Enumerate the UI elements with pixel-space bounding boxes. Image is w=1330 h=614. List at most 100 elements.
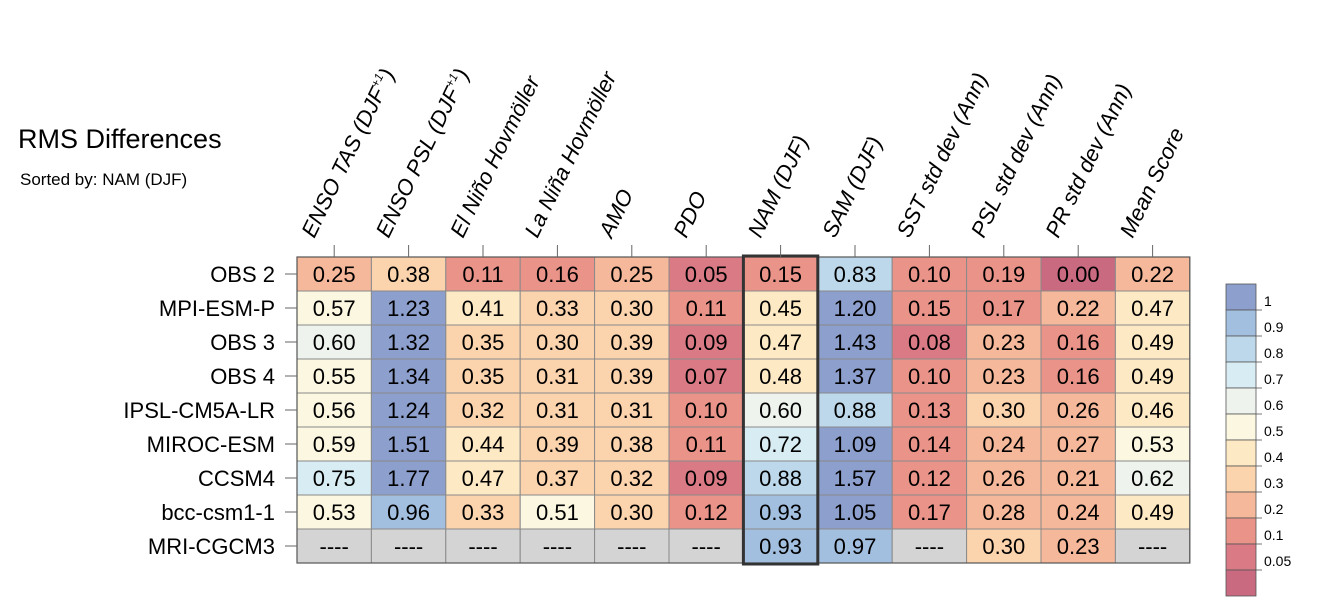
heatmap-cell bbox=[519, 528, 596, 564]
column-label: PDO bbox=[668, 187, 711, 241]
cell-value-label: 1.77 bbox=[387, 466, 430, 491]
heatmap-cell bbox=[519, 324, 596, 360]
heatmap-cell bbox=[817, 426, 893, 462]
cell-value-label: 0.23 bbox=[1057, 534, 1100, 559]
cell-value-label: 0.24 bbox=[1057, 500, 1100, 525]
heatmap-cell bbox=[594, 290, 670, 326]
heatmap-cell bbox=[891, 392, 968, 428]
heatmap-cell bbox=[668, 290, 744, 326]
cell-value-label: 0.30 bbox=[610, 500, 653, 525]
heatmap-cell bbox=[519, 426, 596, 462]
cell-value-label: 0.44 bbox=[462, 432, 505, 457]
cell-value-label: 0.60 bbox=[313, 330, 356, 355]
cell-value-label: 0.32 bbox=[610, 466, 653, 491]
cell-value-label: 0.11 bbox=[686, 432, 727, 457]
cell-value-label: 0.27 bbox=[1057, 432, 1100, 457]
colorbar-swatch bbox=[1225, 413, 1257, 441]
cell-value-label: 0.11 bbox=[462, 262, 503, 287]
heatmap-cell bbox=[445, 392, 521, 428]
colorbar-swatch bbox=[1225, 439, 1257, 467]
cell-value-label: 0.16 bbox=[536, 262, 579, 287]
heatmap-cell bbox=[1040, 392, 1116, 428]
heatmap-cell bbox=[742, 290, 819, 326]
cell-value-label: 0.31 bbox=[536, 398, 579, 423]
cell-value-label: 0.47 bbox=[759, 330, 802, 355]
cell-value-label: 0.10 bbox=[908, 364, 951, 389]
heatmap-cell bbox=[668, 392, 744, 428]
heatmap-cell bbox=[817, 528, 893, 564]
cell-value-label: 1.20 bbox=[834, 296, 877, 321]
cell-value-label: 0.72 bbox=[759, 432, 802, 457]
colorbar-swatch bbox=[1225, 491, 1257, 519]
cell-value-label: 0.93 bbox=[759, 534, 802, 559]
cell-value-label: 1.23 bbox=[387, 296, 430, 321]
cell-value-label: 0.22 bbox=[1131, 262, 1174, 287]
heatmap-cell bbox=[891, 528, 968, 564]
row-label: MRI-CGCM3 bbox=[148, 534, 275, 559]
column-label: AMO bbox=[593, 185, 638, 243]
heatmap-cell bbox=[594, 324, 670, 360]
colorbar-swatch bbox=[1225, 465, 1257, 493]
column-label: NAM (DJF) bbox=[743, 131, 814, 241]
cell-value-label: 0.00 bbox=[1057, 262, 1100, 287]
heatmap-cell bbox=[519, 392, 596, 428]
cell-value-label: 0.31 bbox=[610, 398, 653, 423]
cell-value-label: 0.08 bbox=[908, 330, 951, 355]
cell-value-label: 0.37 bbox=[536, 466, 579, 491]
cell-value-label: 0.11 bbox=[686, 296, 727, 321]
heatmap-cell bbox=[296, 426, 372, 462]
heatmap-cell bbox=[445, 324, 521, 360]
heatmap-cell bbox=[1114, 426, 1191, 462]
cell-value-label: 0.30 bbox=[982, 534, 1025, 559]
cell-value-label: 0.28 bbox=[982, 500, 1025, 525]
cell-value-label: 0.25 bbox=[313, 262, 356, 287]
cell-value-label: 0.75 bbox=[313, 466, 356, 491]
cell-value-label: ---- bbox=[468, 534, 497, 559]
cell-value-label: 0.16 bbox=[1057, 330, 1100, 355]
colorbar-label: 0.4 bbox=[1264, 449, 1284, 465]
cell-value-label: 0.48 bbox=[759, 364, 802, 389]
cell-value-label: 0.97 bbox=[834, 534, 877, 559]
heatmap-cell bbox=[519, 290, 596, 326]
colorbar-swatch bbox=[1225, 543, 1257, 571]
cell-value-label: ---- bbox=[617, 534, 646, 559]
heatmap-cell bbox=[445, 460, 521, 496]
colorbar-swatch bbox=[1225, 387, 1257, 415]
cell-value-label: 0.25 bbox=[610, 262, 653, 287]
cell-value-label: 1.09 bbox=[834, 432, 877, 457]
colorbar-label: 0.5 bbox=[1264, 423, 1284, 439]
cell-value-label: ---- bbox=[1138, 534, 1167, 559]
cell-value-label: 0.33 bbox=[536, 296, 579, 321]
cell-value-label: 0.38 bbox=[610, 432, 653, 457]
heatmap-cell bbox=[966, 460, 1042, 496]
chart-title: RMS Differences bbox=[18, 124, 222, 154]
cell-value-label: 0.30 bbox=[536, 330, 579, 355]
cell-value-label: ---- bbox=[692, 534, 721, 559]
heatmap-cell bbox=[370, 290, 447, 326]
colorbar-swatch bbox=[1225, 517, 1257, 545]
heatmap-cell bbox=[817, 392, 893, 428]
cell-value-label: 0.53 bbox=[313, 500, 356, 525]
heatmap-cell bbox=[966, 256, 1042, 292]
row-label: bcc-csm1-1 bbox=[161, 500, 275, 525]
row-label: IPSL-CM5A-LR bbox=[123, 398, 275, 423]
cell-value-label: 0.51 bbox=[536, 500, 579, 525]
cell-value-label: 0.26 bbox=[982, 466, 1025, 491]
colorbar-swatch bbox=[1225, 361, 1257, 389]
cell-value-label: 0.35 bbox=[462, 364, 505, 389]
cell-value-label: 0.49 bbox=[1131, 364, 1174, 389]
cell-value-label: 0.45 bbox=[759, 296, 802, 321]
colorbar-label: 0.6 bbox=[1264, 397, 1284, 413]
cell-value-label: 0.39 bbox=[536, 432, 579, 457]
cell-value-label: 0.49 bbox=[1131, 330, 1174, 355]
cell-value-label: 0.39 bbox=[610, 330, 653, 355]
heatmap-cell bbox=[966, 426, 1042, 462]
cell-value-label: 0.15 bbox=[908, 296, 951, 321]
cell-value-label: 0.47 bbox=[462, 466, 505, 491]
cell-value-label: 0.30 bbox=[982, 398, 1025, 423]
heatmap-cell bbox=[1114, 494, 1191, 530]
colorbar-label: 1 bbox=[1264, 293, 1272, 309]
cell-value-label: 0.55 bbox=[313, 364, 356, 389]
heatmap-cell bbox=[370, 460, 447, 496]
heatmap-cell bbox=[966, 358, 1042, 394]
